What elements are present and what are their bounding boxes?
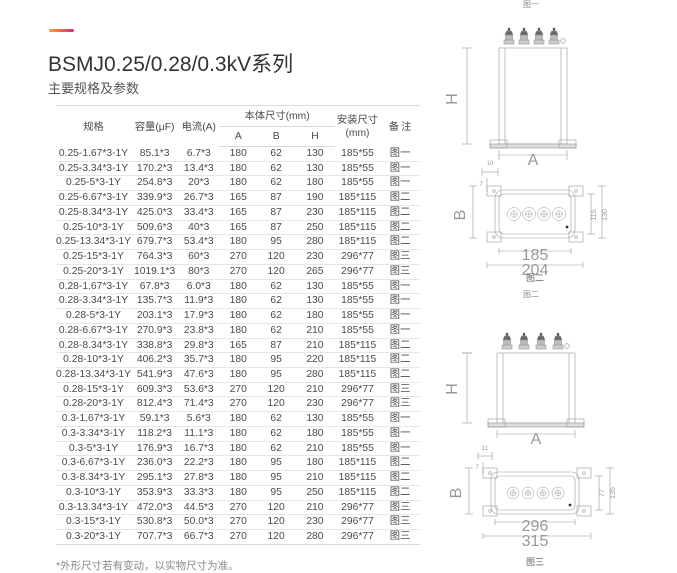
svg-text:315: 315	[522, 533, 549, 550]
svg-text:H: H	[444, 383, 461, 395]
svg-text:A: A	[531, 431, 542, 448]
svg-text:B: B	[452, 210, 469, 221]
svg-text:A: A	[528, 152, 539, 169]
svg-text:10: 10	[487, 161, 494, 167]
svg-text:图三: 图三	[526, 557, 544, 567]
svg-text:图二: 图二	[526, 273, 544, 283]
svg-text:H: H	[444, 93, 461, 105]
svg-text:135: 135	[610, 487, 617, 499]
svg-text:B: B	[448, 488, 465, 499]
svg-text:130: 130	[602, 209, 609, 221]
svg-text:11: 11	[482, 446, 489, 452]
svg-text:7: 7	[479, 182, 483, 188]
svg-text:115: 115	[591, 209, 598, 220]
svg-text:图一: 图一	[523, 0, 539, 9]
svg-text:图二: 图二	[523, 290, 539, 299]
svg-text:77: 77	[599, 489, 606, 497]
svg-text:7: 7	[475, 465, 479, 471]
